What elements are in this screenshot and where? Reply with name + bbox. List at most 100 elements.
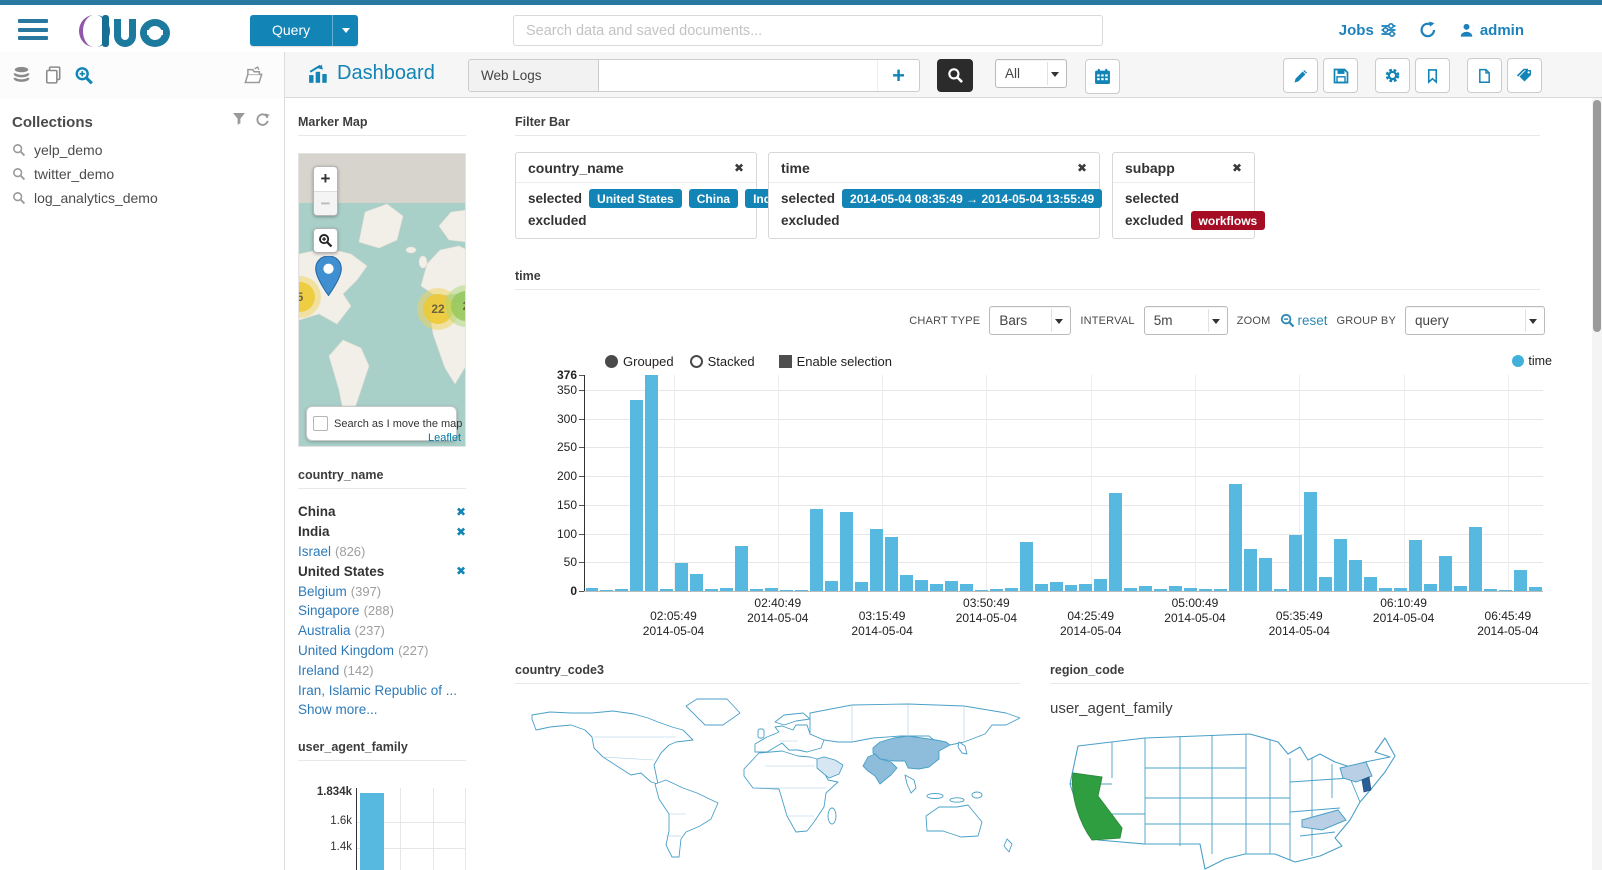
time-bar[interactable] [780, 589, 794, 591]
facet-value-link[interactable]: United Kingdom [298, 642, 395, 658]
map-cluster[interactable]: 5 [299, 276, 321, 318]
collection-item[interactable]: twitter_demo [0, 162, 284, 186]
user-menu[interactable]: admin [1459, 22, 1524, 39]
time-bar[interactable] [1079, 583, 1093, 591]
time-range-button[interactable] [1085, 59, 1120, 94]
time-bar[interactable] [1408, 540, 1422, 591]
remove-filter-icon[interactable]: ✖ [733, 161, 744, 175]
time-bar[interactable] [1244, 549, 1258, 591]
time-bar[interactable] [1169, 586, 1183, 591]
time-bar[interactable] [1483, 589, 1497, 591]
remove-filter-icon[interactable]: ✖ [1231, 161, 1242, 175]
selected-pill[interactable]: United States [589, 189, 682, 208]
time-bar[interactable] [1154, 589, 1168, 591]
search-as-move-checkbox[interactable] [313, 416, 328, 431]
jobs-link[interactable]: Jobs [1339, 22, 1397, 39]
time-bar[interactable] [1004, 587, 1018, 591]
time-bar[interactable] [884, 537, 898, 591]
group-by-select[interactable]: query [1405, 306, 1545, 335]
time-bar[interactable] [839, 512, 853, 591]
time-bar[interactable] [1393, 588, 1407, 591]
scope-select[interactable]: All [995, 59, 1067, 88]
dashboard-search-assist-icon[interactable] [74, 66, 94, 90]
time-bar[interactable] [1274, 589, 1288, 591]
time-bar[interactable] [854, 581, 868, 591]
time-bar[interactable] [1348, 559, 1362, 591]
time-bar[interactable] [1438, 555, 1452, 591]
show-more-link[interactable]: Show more... [298, 702, 378, 718]
time-bar[interactable] [1034, 583, 1048, 591]
collection-item[interactable]: log_analytics_demo [0, 186, 284, 210]
time-bar[interactable] [720, 588, 734, 591]
time-bar[interactable] [974, 589, 988, 591]
dashboard-query-input[interactable] [599, 60, 877, 91]
time-bar[interactable] [1229, 484, 1243, 591]
time-bar[interactable] [735, 545, 749, 591]
time-bar[interactable] [615, 589, 629, 591]
map-magnify-button[interactable] [313, 228, 338, 253]
facet-value-link[interactable]: Singapore [298, 603, 360, 619]
leaflet-attribution-link[interactable]: Leaflet [427, 432, 461, 444]
time-bar[interactable] [645, 375, 659, 591]
time-bar[interactable] [989, 588, 1003, 591]
map-zoom-out-button[interactable]: − [314, 191, 337, 215]
global-search-input[interactable] [513, 15, 1103, 46]
collection-name-cell[interactable]: Web Logs [469, 60, 599, 91]
data-source-icon[interactable] [12, 66, 31, 89]
history-button[interactable] [1419, 21, 1437, 39]
selected-pill[interactable]: China [688, 189, 739, 208]
time-bar[interactable] [1513, 570, 1527, 591]
dashboard-search-button[interactable] [937, 59, 973, 92]
time-bar[interactable] [914, 579, 928, 591]
remove-filter-icon[interactable]: ✖ [1076, 161, 1087, 175]
filter-collections-icon[interactable] [232, 112, 246, 132]
time-bar[interactable] [1528, 586, 1542, 591]
time-bar[interactable] [630, 399, 644, 591]
facet-value-link[interactable]: Ireland [298, 662, 340, 678]
time-bar[interactable] [810, 509, 823, 591]
bookmark-button[interactable] [1415, 58, 1450, 93]
query-dropdown-caret[interactable] [332, 15, 359, 46]
time-bar[interactable] [1318, 576, 1332, 591]
collection-item[interactable]: yelp_demo [0, 138, 284, 162]
time-bar[interactable] [1378, 587, 1392, 591]
remove-facet-icon[interactable]: ✖ [455, 524, 466, 539]
documents-icon[interactable] [44, 66, 63, 89]
chart-type-select[interactable]: Bars [989, 306, 1072, 335]
time-bar[interactable] [1259, 558, 1273, 591]
facet-value-link[interactable]: Belgium [298, 583, 347, 599]
time-bar[interactable] [1333, 539, 1347, 591]
facet-value-link[interactable]: India [298, 524, 330, 540]
menu-icon[interactable] [18, 19, 48, 43]
page-scrollbar[interactable] [1592, 98, 1602, 870]
time-bar[interactable] [690, 574, 704, 591]
stacked-radio[interactable]: Stacked [689, 354, 755, 369]
time-bar[interactable] [750, 589, 764, 591]
add-term-button[interactable]: + [877, 60, 919, 91]
time-bar[interactable] [675, 563, 689, 591]
grouped-radio[interactable]: Grouped [605, 354, 674, 369]
facet-value-link[interactable]: China [298, 504, 336, 520]
time-bar[interactable] [1019, 542, 1033, 591]
us-states-map[interactable] [1050, 728, 1440, 870]
new-document-button[interactable] [1467, 58, 1502, 93]
time-bar-chart[interactable]: 0 50 100 150 200 250 300 350 376 02:05:49 2014-05-… [515, 366, 1555, 652]
time-bar[interactable] [600, 589, 614, 591]
map-zoom-in-button[interactable]: + [320, 169, 331, 188]
map-pin-icon[interactable] [315, 256, 342, 296]
remove-facet-icon[interactable]: ✖ [455, 564, 466, 579]
facet-value-link[interactable]: Israel [298, 543, 332, 559]
interval-select[interactable]: 5m [1143, 306, 1228, 335]
query-button[interactable]: Query [250, 15, 359, 46]
save-dashboard-button[interactable] [1323, 58, 1358, 93]
time-bar[interactable] [705, 589, 719, 591]
time-bar[interactable] [1453, 585, 1467, 591]
time-bar[interactable] [1468, 527, 1482, 591]
time-bar[interactable] [795, 589, 809, 591]
refresh-collections-icon[interactable] [255, 112, 270, 132]
time-bar[interactable] [1363, 576, 1377, 591]
remove-facet-icon[interactable]: ✖ [455, 504, 466, 519]
time-bar[interactable] [1139, 585, 1153, 591]
time-bar[interactable] [899, 574, 913, 591]
time-bar[interactable] [1498, 589, 1512, 591]
